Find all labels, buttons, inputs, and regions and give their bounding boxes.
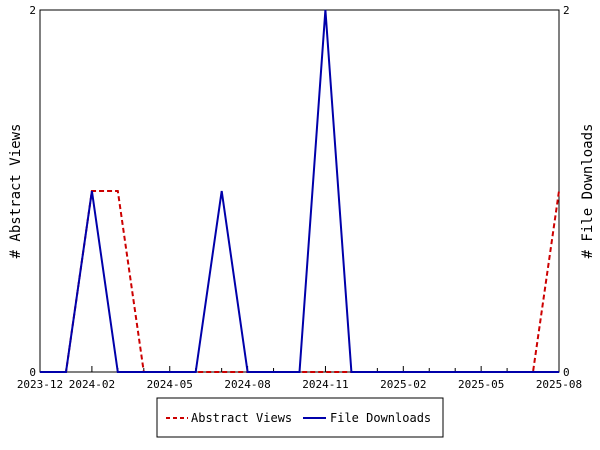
y2-axis-title: # File Downloads [580,124,596,259]
y2-tick-label: 2 [563,4,570,17]
y-axis-title: # Abstract Views [8,124,24,259]
x-tick-label: 2025-02 [380,378,426,391]
legend-box [156,397,444,438]
x-tick-label: 2023-12 [17,378,63,391]
x-tick-label: 2025-08 [536,378,582,391]
x-tick-label: 2025-05 [458,378,504,391]
legend: Abstract Views File Downloads [156,397,444,438]
x-tick-label: 2024-02 [69,378,115,391]
x-tick-label: 2024-08 [224,378,270,391]
legend-label-abstract-views: Abstract Views [191,411,292,425]
series-layer [40,9,560,373]
series-line-file-downloads [40,9,559,373]
y-tick-label: 2 [29,4,36,17]
y2-tick-label: 0 [563,366,570,379]
ticks-layer: 2023-12 2024-02 2024-05 2024-08 2024-11 2025-… [17,4,582,391]
plot-area [39,9,560,373]
x-tick-label: 2024-11 [302,378,348,391]
y-tick-label: 0 [29,366,36,379]
x-tick-label: 2024-05 [147,378,193,391]
legend-label-file-downloads: File Downloads [330,411,431,425]
